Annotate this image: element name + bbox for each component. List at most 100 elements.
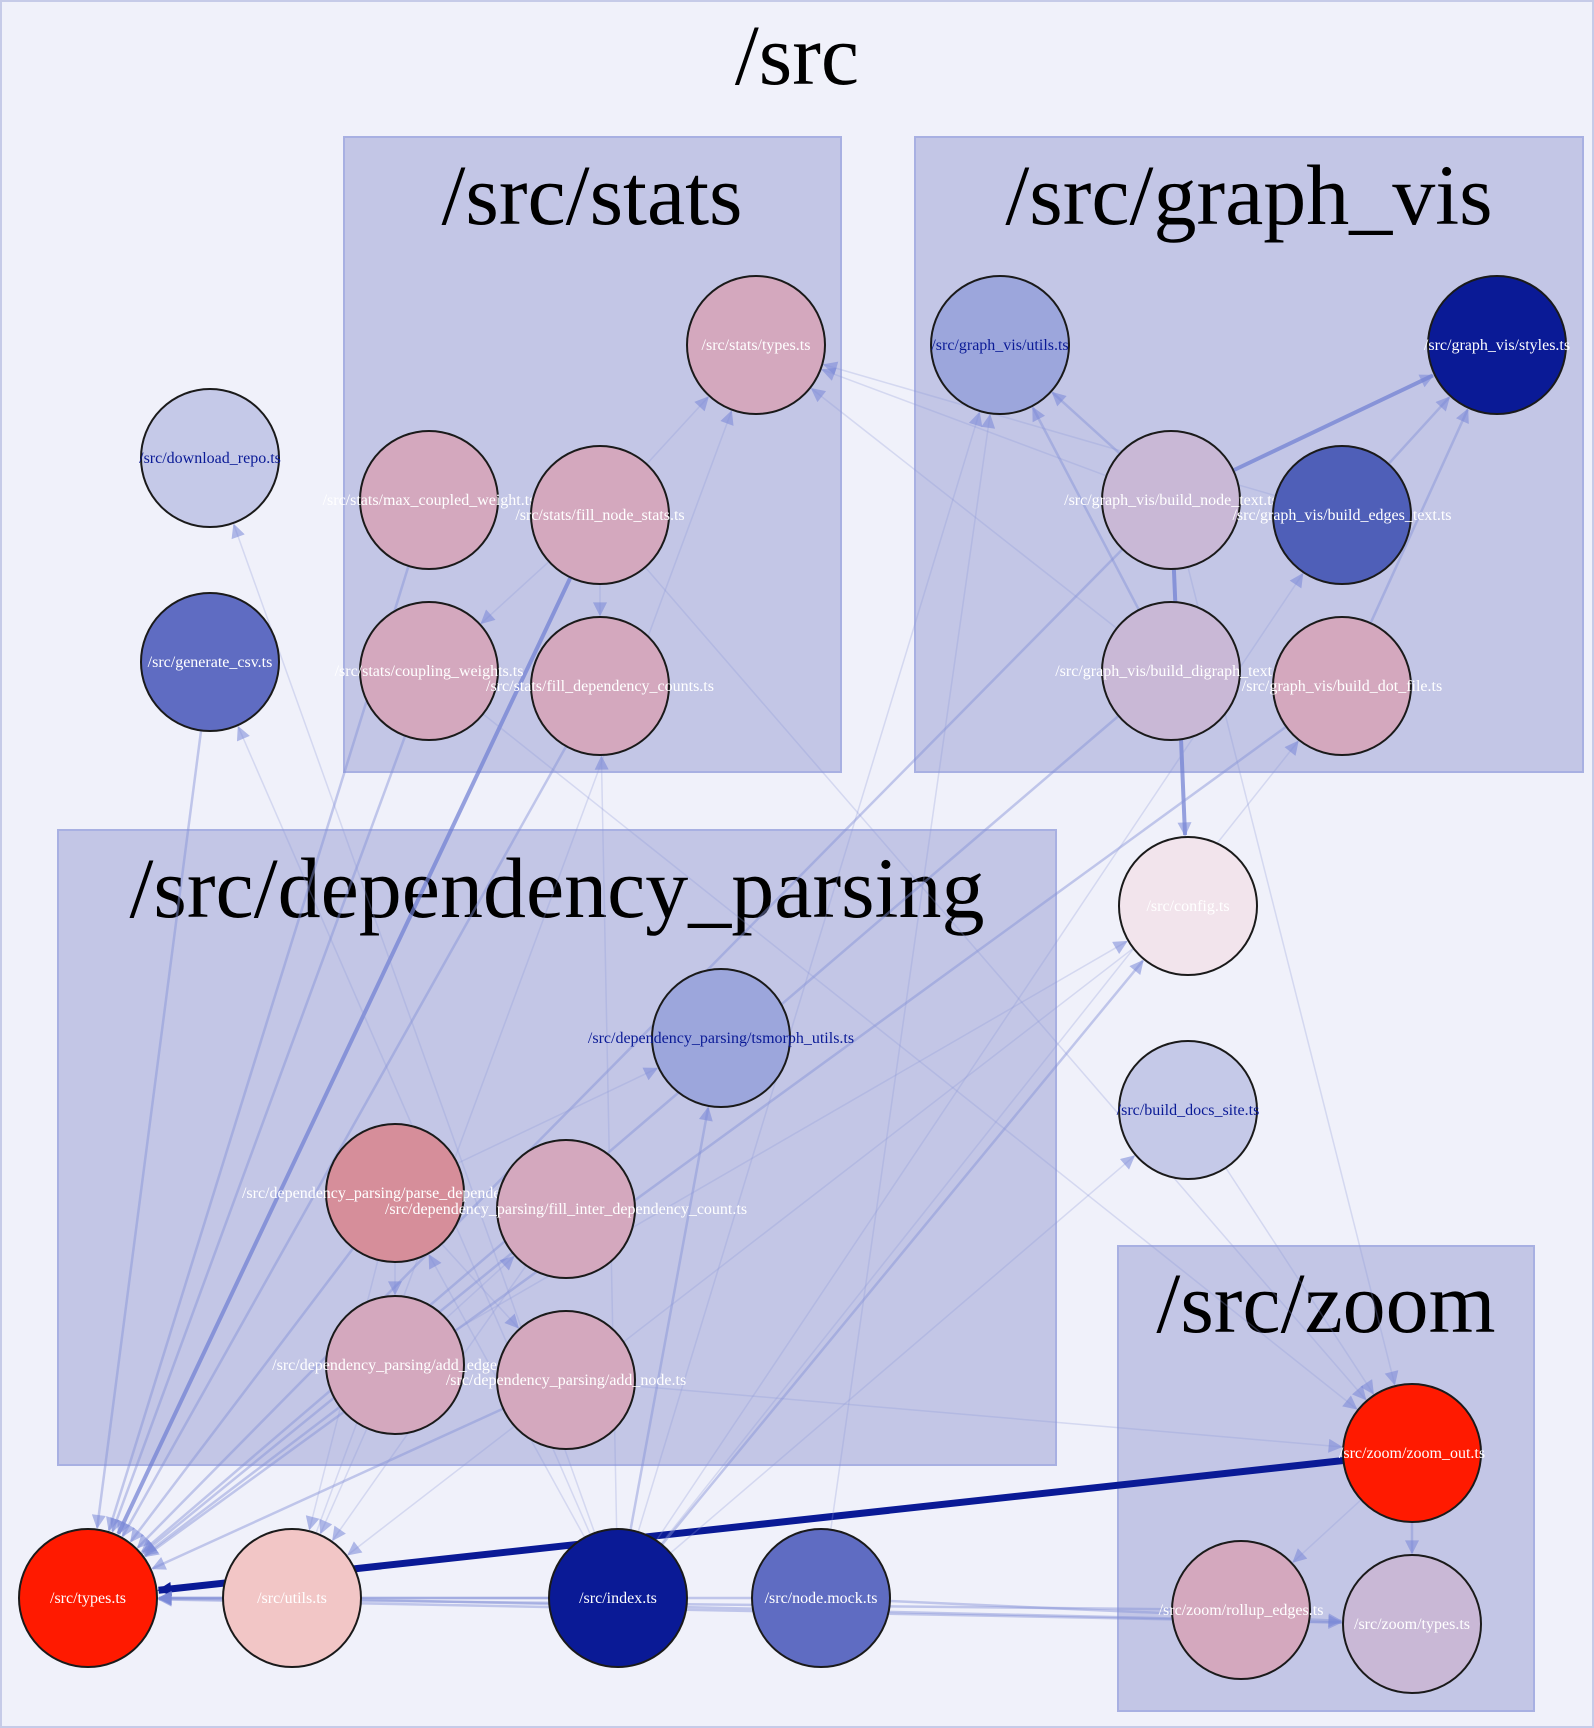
node-circle[interactable] [359,601,499,741]
node-circle[interactable] [1272,445,1412,585]
node-label: /src/stats/types.ts [702,337,811,354]
node-fill-dep-counts[interactable]: /src/stats/fill_dependency_counts.ts [486,616,714,756]
node-rollup-edges[interactable]: /src/zoom/rollup_edges.ts [1159,1540,1324,1680]
cluster-graph-vis-title: /src/graph_vis [1005,147,1492,243]
node-utils[interactable]: /src/utils.ts [222,1528,362,1668]
node-fill-inter[interactable]: /src/dependency_parsing/fill_inter_depen… [385,1139,747,1279]
node-label: /src/zoom/rollup_edges.ts [1159,1602,1324,1619]
edge-build_digraph_text-to-gv_utils [1031,406,1141,611]
node-build-dot-file[interactable]: /src/graph_vis/build_dot_file.ts [1242,616,1442,756]
node-gv-utils[interactable]: /src/graph_vis/utils.ts [930,275,1070,415]
node-build-edges-text[interactable]: /src/graph_vis/build_edges_text.ts [1232,445,1452,585]
node-gv-styles[interactable]: /src/graph_vis/styles.ts [1424,275,1570,415]
node-circle[interactable] [1101,430,1241,570]
node-circle[interactable] [359,430,499,570]
node-add-edges[interactable]: /src/dependency_parsing/add_edges.ts [272,1295,518,1435]
edge-config-to-utils [347,947,1134,1556]
edge-build_node_text-to-stats_types [821,367,1107,477]
node-circle[interactable] [325,1123,465,1263]
edge-parse_deps-to-types [129,1247,355,1543]
edge-coupling_weights-to-types [110,735,407,1533]
edge-fill_inter-to-types [141,1251,514,1555]
node-circle[interactable] [530,616,670,756]
node-parse-deps[interactable]: /src/dependency_parsing/parse_dependenci… [242,1123,548,1263]
edge-add_edges-to-utils [319,1427,368,1535]
node-label: /src/zoom/zoom_out.ts [1339,1445,1485,1462]
node-circle[interactable] [686,275,826,415]
node-label: /src/graph_vis/build_node_text.ts [1064,492,1278,509]
edge-build_edges_text-to-gv_styles [1387,396,1451,465]
node-label: /src/stats/fill_node_stats.ts [515,507,684,524]
node-circle[interactable] [651,968,791,1108]
edge-build_digraph_text-to-stats_types [810,387,1118,629]
node-zoom-types[interactable]: /src/zoom/types.ts [1342,1554,1482,1694]
node-label: /src/graph_vis/build_digraph_text.ts [1055,663,1287,680]
node-circle[interactable] [1101,601,1241,741]
node-label: /src/dependency_parsing/add_edges.ts [272,1357,518,1374]
node-circle[interactable] [1118,836,1258,976]
node-stats-types[interactable]: /src/stats/types.ts [686,275,826,415]
node-tsmorph-utils[interactable]: /src/dependency_parsing/tsmorph_utils.ts [588,968,854,1108]
edge-fill_node_stats-to-zoom_out [644,566,1367,1401]
node-circle[interactable] [18,1528,158,1668]
edge-build_node_text-to-gv_utils [1051,391,1121,455]
node-download-repo[interactable]: /src/download_repo.ts [139,388,281,528]
edge-zoom_out-to-types [157,1457,1344,1596]
node-config[interactable]: /src/config.ts [1118,836,1258,976]
node-build-docs-site[interactable]: /src/build_docs_site.ts [1117,1040,1260,1180]
node-circle[interactable] [140,592,280,732]
node-max-coupled[interactable]: /src/stats/max_coupled_weight.ts [323,430,536,570]
node-add-node[interactable]: /src/dependency_parsing/add_node.ts [446,1310,686,1450]
edge-index-to-gv_utils [637,411,983,1533]
cluster-zoom-title: /src/zoom [1156,1255,1495,1351]
node-label: /src/zoom/types.ts [1354,1616,1470,1633]
node-index[interactable]: /src/index.ts [548,1528,688,1668]
edge-add_node-to-types [151,1407,504,1570]
node-zoom-out[interactable]: /src/zoom/zoom_out.ts [1339,1383,1485,1523]
node-circle[interactable] [1427,275,1567,415]
edge-zoom_out-to-rollup_edges [1292,1499,1362,1563]
cluster-stats-title: /src/stats [442,147,743,243]
node-circle[interactable] [140,388,280,528]
node-circle[interactable] [325,1295,465,1435]
node-build-digraph-text[interactable]: /src/graph_vis/build_digraph_text.ts [1055,601,1287,741]
edge-build_docs_site-to-zoom_out [1225,1167,1374,1395]
node-circle[interactable] [222,1528,362,1668]
node-circle[interactable] [930,275,1070,415]
node-label: /src/graph_vis/build_dot_file.ts [1242,678,1442,695]
node-label: /src/stats/fill_dependency_counts.ts [486,678,714,695]
node-circle[interactable] [1342,1554,1482,1694]
node-label: /src/node.mock.ts [765,1590,878,1607]
edge-fill_node_stats-to-types [116,576,573,1536]
node-types[interactable]: /src/types.ts [18,1528,158,1668]
node-circle[interactable] [1171,1540,1311,1680]
edge-fill_node_stats-to-stats_types [646,396,709,465]
edge-build_digraph_text-to-types [140,714,1120,1553]
node-circle[interactable] [496,1310,636,1450]
node-generate-csv[interactable]: /src/generate_csv.ts [140,592,280,732]
cluster-graph-vis: /src/graph_vis [914,136,1584,773]
cluster-root-title: /src [735,7,859,103]
edge-index-to-config [660,959,1144,1546]
edge-add_edges-to-types [143,1405,341,1557]
node-build-node-text[interactable]: /src/graph_vis/build_node_text.ts [1064,430,1278,570]
node-circle[interactable] [751,1528,891,1668]
node-circle[interactable] [1272,616,1412,756]
edge-build_dot_file-to-types [144,725,1287,1558]
node-fill-node-stats[interactable]: /src/stats/fill_node_stats.ts [515,445,685,585]
node-circle[interactable] [1118,1040,1258,1180]
node-node-mock[interactable]: /src/node.mock.ts [751,1528,891,1668]
node-label: /src/utils.ts [257,1590,327,1607]
node-circle[interactable] [1342,1383,1482,1523]
node-label: /src/generate_csv.ts [148,654,273,671]
node-label: /src/stats/coupling_weights.ts [335,663,524,680]
node-coupling-weights[interactable]: /src/stats/coupling_weights.ts [335,601,524,741]
node-circle[interactable] [496,1139,636,1279]
node-circle[interactable] [530,445,670,585]
edge-add_edges-to-fill_inter [445,1255,515,1320]
edge-build_dot_file-to-gv_styles [1369,408,1469,624]
node-circle[interactable] [548,1528,688,1668]
edge-max_coupled-to-types [106,565,410,1532]
edge-fill_dep_counts-to-types [121,745,568,1538]
